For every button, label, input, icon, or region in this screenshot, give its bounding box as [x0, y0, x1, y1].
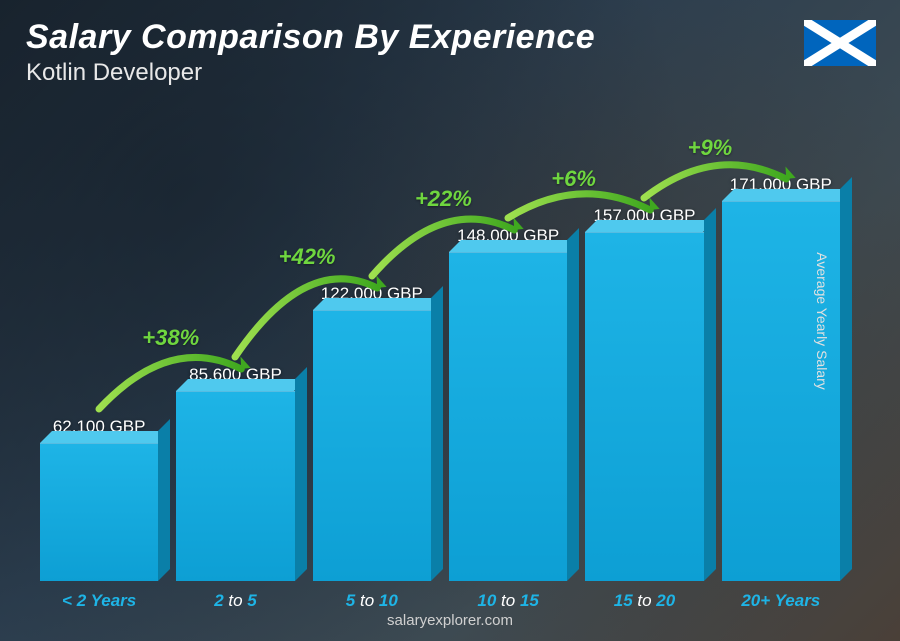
bar-side-face: [295, 367, 307, 581]
x-axis-label: < 2 Years: [62, 591, 136, 611]
x-axis-label: 20+ Years: [741, 591, 820, 611]
bar-front-face: [449, 252, 567, 581]
bar-top-face: [585, 220, 715, 232]
bar-top-face: [313, 298, 443, 310]
bar-top-face: [176, 379, 306, 391]
chart-subtitle: Kotlin Developer: [26, 59, 595, 87]
bar-group: 157,000 GBP15 to 20: [585, 120, 703, 581]
bar: [313, 310, 431, 581]
bar-front-face: [176, 391, 294, 581]
header: Salary Comparison By Experience Kotlin D…: [26, 18, 595, 87]
bar-front-face: [313, 310, 431, 581]
x-axis-label: 10 to 15: [477, 591, 538, 611]
percent-increase-label: +38%: [142, 325, 199, 351]
bar-group: 62,100 GBP< 2 Years: [40, 120, 158, 581]
bar-group: 122,000 GBP5 to 10: [313, 120, 431, 581]
percent-increase-label: +9%: [688, 135, 733, 161]
bar-top-face: [722, 189, 852, 201]
chart-title: Salary Comparison By Experience: [26, 18, 595, 57]
bar-side-face: [158, 419, 170, 581]
y-axis-label: Average Yearly Salary: [813, 252, 829, 390]
scotland-flag-icon: [804, 20, 876, 66]
bar-top-face: [449, 240, 579, 252]
bar-side-face: [704, 208, 716, 581]
percent-increase-label: +42%: [279, 244, 336, 270]
bar-side-face: [431, 286, 443, 581]
x-axis-label: 5 to 10: [346, 591, 398, 611]
percent-increase-label: +6%: [551, 166, 596, 192]
bar: [40, 443, 158, 581]
bar: [176, 391, 294, 581]
footer-text: salaryexplorer.com: [387, 612, 513, 629]
percent-increase-label: +22%: [415, 186, 472, 212]
bar-front-face: [585, 232, 703, 581]
bar: [585, 232, 703, 581]
x-axis-label: 2 to 5: [214, 591, 257, 611]
bar-front-face: [40, 443, 158, 581]
bar-side-face: [567, 228, 579, 581]
bar-top-face: [40, 431, 170, 443]
bar-chart: 62,100 GBP< 2 Years85,600 GBP2 to 5122,0…: [30, 120, 850, 581]
bar: [449, 252, 567, 581]
x-axis-label: 15 to 20: [614, 591, 675, 611]
bar-side-face: [840, 177, 852, 581]
